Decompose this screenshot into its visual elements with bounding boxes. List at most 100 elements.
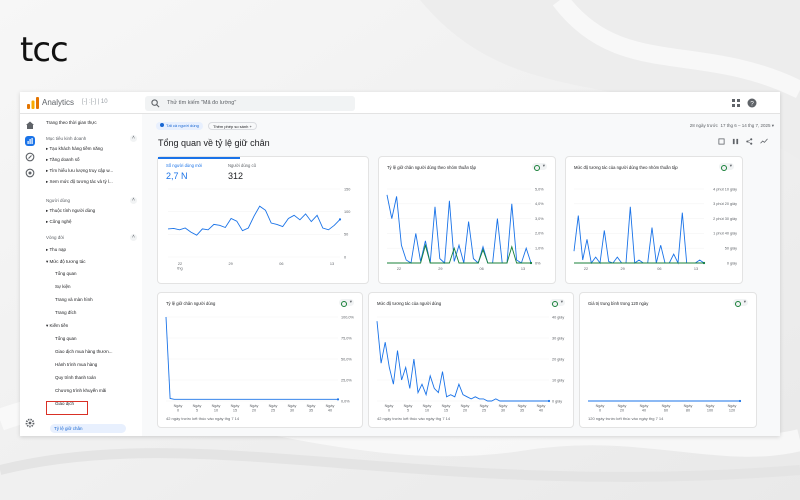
card-title: Giá trị trung bình trong 120 ngày (588, 301, 649, 306)
nav-item-engagement[interactable]: ▾ Mức độ tương tác (46, 259, 86, 264)
nav-item-acquisition[interactable]: ▸ Thu nạp (46, 247, 66, 252)
y-tick-label: 50,0% (341, 357, 352, 361)
svg-text:?: ? (750, 100, 754, 107)
nav-sub-monetization-4[interactable]: Chương trình khuyến mãi (55, 388, 107, 393)
insights-icon[interactable] (760, 138, 768, 145)
y-tick-label: 100 (344, 210, 350, 214)
x-tick-label: 20 (620, 409, 624, 413)
y-tick-label: 5,0% (535, 187, 544, 191)
nav-sub-monetization-0[interactable]: Tổng quan (55, 336, 77, 341)
ltv-chart: Ngày0Ngày20Ngày40Ngày60Ngày80Ngày100Ngày… (588, 399, 742, 413)
series-line-1 (573, 206, 705, 265)
x-tick-label: Ngày (385, 404, 394, 408)
x-tick-label: 15 (233, 409, 237, 413)
nav-sub-monetization-1[interactable]: Giao dịch mua hàng thươn... (55, 349, 113, 354)
new-users-label[interactable]: Số người dùng mới (166, 163, 203, 168)
analytics-window: Analytics [-] :[-] | 10 Thử tìm kiếm "Mã… (20, 92, 780, 436)
y-tick-label: 75,0% (341, 336, 352, 340)
nav-sub-monetization-2[interactable]: Hành trình mua hàng (55, 362, 98, 367)
returning-users-label[interactable]: Người dùng cũ (228, 163, 256, 168)
share-icon[interactable] (746, 138, 753, 145)
help-icon[interactable]: ? (747, 98, 757, 108)
x-tick-label: 29 (229, 262, 233, 266)
retention-highlight-box (46, 401, 88, 415)
nav-item-business-2[interactable]: ▸ Tìm hiểu lưu lượng truy cập w... (46, 168, 114, 173)
x-tick-label: Ngày (269, 404, 278, 408)
nav-section-business[interactable]: Mục tiêu kinh doanh (46, 136, 87, 141)
nav-item-users-0[interactable]: ▸ Thuộc tính người dùng (46, 208, 96, 213)
collapse-chevron-icon[interactable]: ˄ (130, 234, 137, 241)
account-selector[interactable]: [-] :[-] | 10 (82, 99, 108, 105)
status-menu-icon[interactable] (550, 299, 565, 307)
nav-section-lifecycle[interactable]: Vòng đời (46, 235, 65, 240)
x-tick-label: Ngày (618, 404, 627, 408)
y-tick-label: 0 (344, 255, 346, 259)
y-tick-label: 2 phút 30 giây (713, 217, 737, 221)
status-menu-icon[interactable] (532, 163, 547, 171)
report-toolbar (718, 138, 772, 146)
nav-sub-engagement-1[interactable]: Sự kiện (55, 284, 71, 289)
status-menu-icon[interactable] (339, 299, 354, 307)
y-tick-label: 4 phút 10 giây (713, 187, 737, 191)
x-tick-label: 0 (388, 409, 390, 413)
collapse-chevron-icon[interactable]: ˄ (130, 135, 137, 142)
nav-item-business-3[interactable]: ▸ Xem mức độ tương tác và tỷ l... (46, 179, 113, 184)
nav-sub-engagement-2[interactable]: Trang và màn hình (55, 297, 93, 302)
x-tick-label: Ngày (231, 404, 240, 408)
card-title: Mức độ tương tác của người dùng theo nhó… (574, 165, 678, 170)
nav-sub-monetization-5[interactable]: Giao dịch (55, 401, 75, 406)
x-tick-label: 80 (686, 409, 690, 413)
nav-item-users-1[interactable]: ▸ Công nghệ (46, 219, 72, 224)
x-tick-label: Ngày (728, 404, 737, 408)
collapse-chevron-icon[interactable]: ˄ (130, 197, 137, 204)
nav-item-monetization[interactable]: ▾ Kiếm tiền (46, 323, 69, 328)
explore-icon[interactable] (25, 152, 35, 162)
x-tick-label: 35 (309, 409, 313, 413)
advertising-icon[interactable] (25, 168, 35, 178)
date-range-picker[interactable]: 28 ngày trước 17 thg 6 – 14 thg 7, 2025 … (689, 123, 774, 128)
nav-section-users[interactable]: Người dùng (46, 198, 70, 203)
apps-grid-icon[interactable] (731, 98, 741, 108)
compare-columns-icon[interactable] (732, 138, 739, 145)
status-menu-icon[interactable] (733, 299, 748, 307)
card-footer: 42 ngày trước kết thúc vào ngày thg 7 14 (166, 416, 240, 421)
edit-report-icon[interactable] (718, 138, 725, 145)
add-comparison-button[interactable]: Thêm phép so sánh + (208, 122, 257, 130)
y-tick-label: 50 (344, 233, 348, 237)
y-tick-label: 0 giây (727, 261, 737, 265)
nav-sub-engagement-3[interactable]: Trang đích (55, 310, 77, 315)
nav-item-retention[interactable]: Tỷ lệ giữ chân (50, 424, 126, 433)
x-tick-label: 13 (694, 267, 698, 271)
nav-item-business-1[interactable]: ▸ Tăng doanh số (46, 157, 80, 162)
nav-realtime[interactable]: Trang theo thời gian thực (46, 120, 97, 125)
series-endpoint (336, 398, 340, 401)
x-tick-label: 13 (521, 267, 525, 271)
nav-item-business-0[interactable]: ▸ Tạo khách hàng tiềm năng (46, 146, 103, 151)
x-tick-label: 5 (407, 409, 409, 413)
series-endpoint (547, 399, 551, 403)
x-tick-label: 10 (425, 409, 429, 413)
x-tick-label: 35 (520, 409, 524, 413)
search-input[interactable]: Thử tìm kiếm "Mã đo lường" (145, 96, 355, 111)
nav-sub-monetization-3[interactable]: Quy trình thanh toán (55, 375, 97, 380)
x-tick-label: 22 (178, 262, 182, 266)
home-icon[interactable] (25, 120, 35, 130)
series-endpoint (702, 261, 706, 265)
x-tick-label: Ngày (212, 404, 221, 408)
reports-icon[interactable] (25, 136, 35, 146)
y-tick-label: 100,0% (341, 315, 355, 319)
new-users-value: 2,7 N (166, 171, 188, 181)
y-tick-label: 0% (535, 261, 541, 265)
user-retention-chart: 100,0%75,0%50,0%25,0%0,0%Ngày0Ngày5Ngày1… (165, 315, 355, 413)
filter-all-users[interactable]: Tất cả người dùng (156, 122, 203, 130)
y-tick-label: 1 phút 40 giây (713, 232, 737, 236)
x-tick-label: 22 (584, 267, 588, 271)
series-line-2 (387, 243, 531, 264)
x-tick-label: 06 (657, 267, 661, 271)
y-tick-label: 30 giây (552, 336, 564, 340)
nav-sub-engagement-0[interactable]: Tổng quan (55, 271, 77, 276)
series-endpoint (738, 399, 742, 403)
status-menu-icon[interactable] (719, 163, 734, 171)
x-tick-label: Ngày (461, 404, 470, 408)
settings-gear-icon[interactable] (25, 418, 35, 428)
